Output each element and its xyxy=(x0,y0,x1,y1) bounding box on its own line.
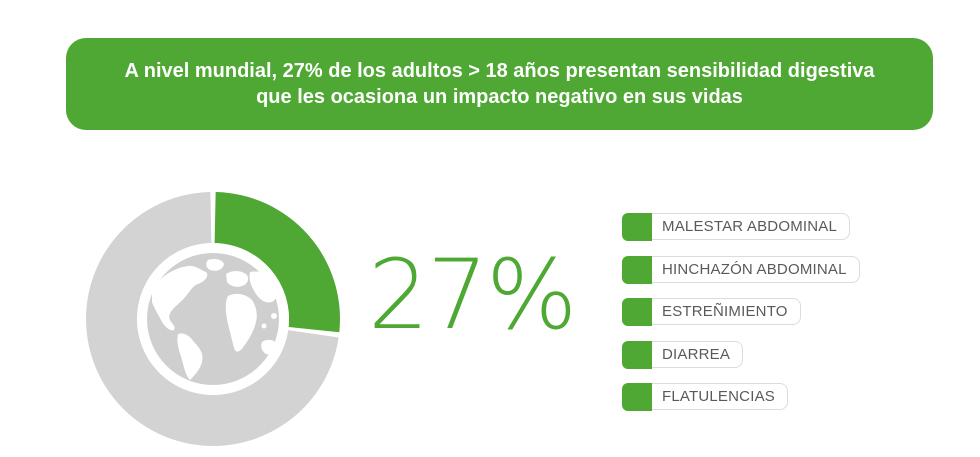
legend-item-malestar: MALESTAR ABDOMINAL xyxy=(622,213,860,241)
legend-label: ESTREÑIMIENTO xyxy=(652,298,801,325)
legend-swatch xyxy=(622,213,652,241)
legend-item-estrenimiento: ESTREÑIMIENTO xyxy=(622,298,860,326)
legend-label: FLATULENCIAS xyxy=(652,383,788,410)
legend-item-flatulencias: FLATULENCIAS xyxy=(622,383,860,411)
donut-slice-highlight xyxy=(214,192,341,333)
headline-banner: A nivel mundial, 27% de los adultos > 18… xyxy=(66,38,933,130)
legend-label: HINCHAZÓN ABDOMINAL xyxy=(652,255,860,283)
headline-line-1: A nivel mundial, 27% de los adultos > 18… xyxy=(124,60,875,82)
legend-swatch xyxy=(622,383,652,411)
big-percentage: 27% xyxy=(368,239,577,351)
legend-item-diarrea: DIARREA xyxy=(622,340,860,369)
donut-slice-rest xyxy=(85,192,339,446)
donut-chart xyxy=(85,192,341,446)
globe-icon xyxy=(137,243,289,395)
headline-line-2: que les ocasiona un impacto negativo en … xyxy=(256,86,743,108)
legend-swatch xyxy=(622,255,652,284)
legend-label: MALESTAR ABDOMINAL xyxy=(652,213,851,240)
donut-slices xyxy=(85,192,341,446)
legend-item-hinchazon: HINCHAZÓN ABDOMINAL xyxy=(622,255,860,284)
legend-swatch xyxy=(622,298,652,326)
legend-label: DIARREA xyxy=(652,340,744,368)
legend-swatch xyxy=(622,340,652,369)
legend: MALESTAR ABDOMINAL HINCHAZÓN ABDOMINAL E… xyxy=(622,213,860,426)
